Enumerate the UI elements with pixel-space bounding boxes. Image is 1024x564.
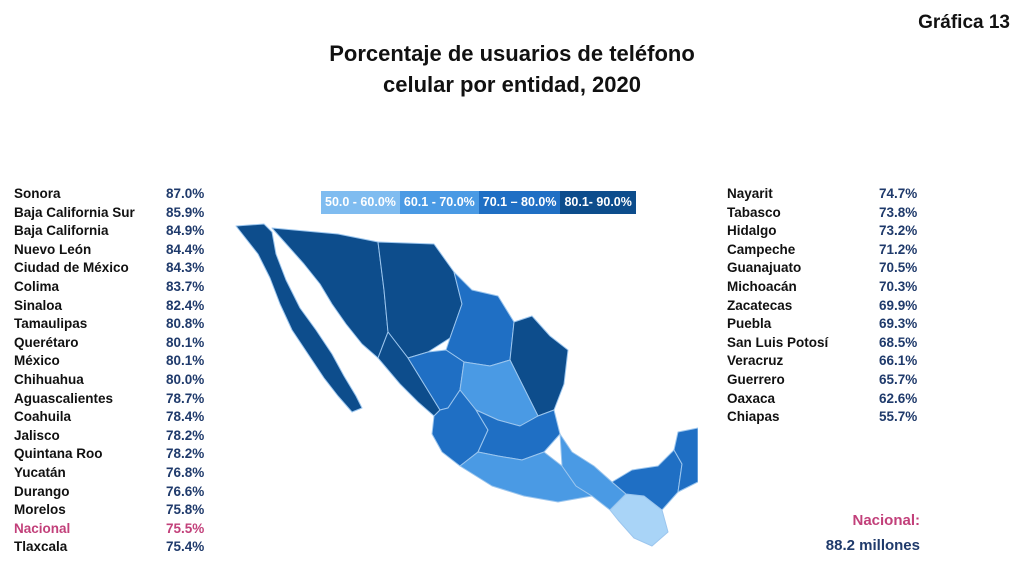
state-value: 87.0% [166, 186, 205, 201]
state-name: Baja California Sur [14, 204, 135, 220]
state-value: 78.4% [166, 409, 205, 425]
national-label: Nacional: [852, 512, 920, 529]
state-value: 78.2% [166, 427, 205, 443]
state-value: 83.7% [166, 279, 205, 294]
state-name: Puebla [727, 316, 772, 332]
state-value: 84.9% [166, 223, 205, 239]
state-name: Morelos [14, 502, 66, 518]
region-chihuahua [377, 241, 463, 359]
state-value: 78.2% [166, 446, 205, 462]
state-value: 70.5% [879, 260, 918, 276]
legend-item: 60.1 - 70.0% [399, 191, 479, 214]
state-value: 80.1% [166, 334, 205, 350]
state-value: 55.7% [879, 409, 918, 425]
state-value: 74.7% [879, 186, 918, 201]
state-name: Durango [14, 483, 70, 499]
state-name: Tamaulipas [14, 316, 88, 332]
state-name: Michoacán [727, 279, 797, 294]
state-name: Tabasco [727, 204, 781, 220]
title-line-2: celular por entidad, 2020 [383, 72, 641, 97]
state-value: 75.8% [166, 502, 205, 518]
state-name: Nacional [14, 520, 71, 536]
state-name: México [14, 353, 60, 369]
state-value: 78.7% [166, 390, 205, 406]
state-name: Yucatán [14, 465, 66, 480]
state-name: Guanajuato [727, 260, 802, 276]
state-name: Nuevo León [14, 241, 92, 257]
state-value: 84.3% [166, 260, 205, 276]
state-name: Hidalgo [727, 223, 777, 239]
state-name: Nayarit [727, 186, 773, 201]
legend-item: 70.1 – 80.0% [478, 191, 561, 214]
state-value: 73.2% [879, 223, 918, 239]
state-name: Ciudad de México [14, 260, 129, 276]
state-name: Guerrero [727, 372, 785, 387]
state-value: 69.3% [879, 316, 918, 332]
state-name: Aguascalientes [14, 390, 114, 406]
state-name: Colima [14, 279, 60, 294]
map-legend: 50.0 - 60.0% 60.1 - 70.0% 70.1 – 80.0% 80.1… [321, 191, 636, 214]
state-name: Zacatecas [727, 297, 793, 313]
map-title: Porcentaje de usuarios de teléfono celul… [0, 38, 1024, 100]
state-value: 75.4% [166, 539, 205, 555]
state-name: Chiapas [727, 409, 780, 425]
state-value: 62.6% [879, 390, 918, 406]
state-value: 84.4% [166, 241, 205, 257]
state-name: Oaxaca [727, 390, 776, 406]
state-value: 80.0% [166, 372, 205, 387]
mexico-choropleth-map [235, 223, 698, 547]
state-value: 80.8% [166, 316, 205, 332]
state-name: Coahuila [14, 409, 72, 425]
title-line-1: Porcentaje de usuarios de teléfono [329, 41, 695, 66]
state-name: Quintana Roo [14, 446, 103, 462]
state-name: Sonora [14, 186, 61, 201]
state-name: Chihuahua [14, 372, 84, 387]
state-value: 65.7% [879, 372, 918, 387]
state-value: 71.2% [879, 241, 918, 257]
state-name: Veracruz [727, 353, 784, 369]
state-name: Sinaloa [14, 297, 63, 313]
state-name: Querétaro [14, 334, 79, 350]
legend-item: 50.0 - 60.0% [321, 191, 400, 214]
national-value: 88.2 millones [825, 537, 920, 554]
state-value: 73.8% [879, 204, 918, 220]
state-value: 75.5% [166, 520, 205, 536]
state-value: 76.6% [166, 483, 205, 499]
state-value: 66.1% [879, 353, 918, 369]
state-name: San Luis Potosí [727, 334, 829, 350]
state-value: 82.4% [166, 297, 205, 313]
region-central [475, 409, 561, 461]
state-value: 70.3% [879, 279, 918, 294]
state-value: 80.1% [166, 353, 205, 369]
state-name: Tlaxcala [14, 539, 68, 555]
state-value: 76.8% [166, 465, 205, 480]
state-value: 69.9% [879, 297, 918, 313]
region-baja-california [235, 223, 363, 413]
figure-label: Gráfica 13 [918, 12, 1010, 33]
legend-item: 80.1- 90.0% [560, 191, 636, 214]
state-name: Baja California [14, 223, 109, 239]
state-value: 68.5% [879, 334, 918, 350]
state-value: 85.9% [166, 204, 205, 220]
state-name: Jalisco [14, 427, 60, 443]
region-yucatan [673, 427, 698, 493]
state-name: Campeche [727, 241, 796, 257]
